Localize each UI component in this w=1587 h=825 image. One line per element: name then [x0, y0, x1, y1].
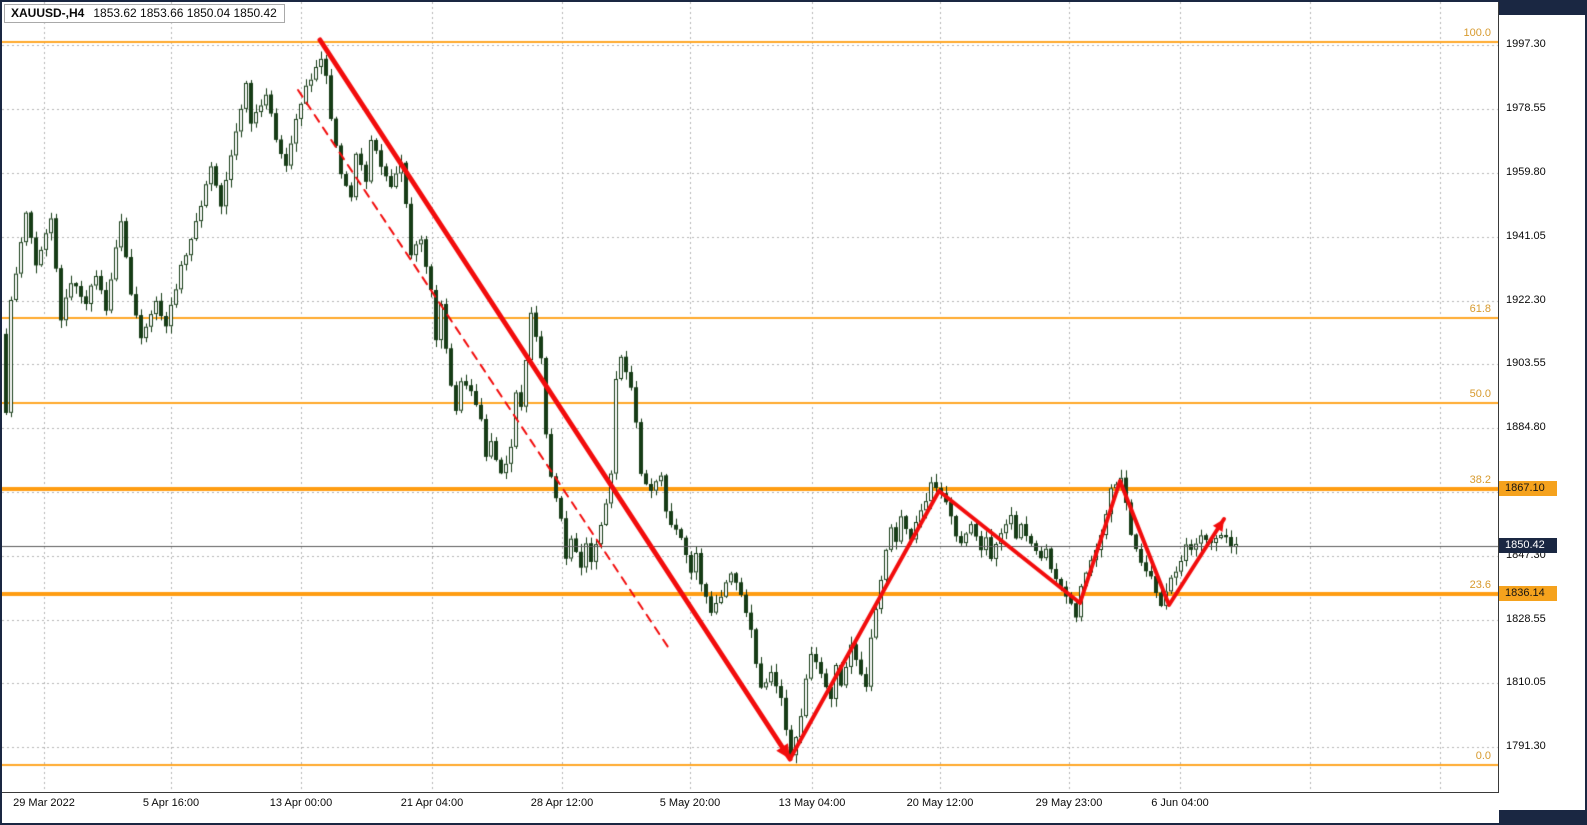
axis-bottom-corner — [1499, 810, 1585, 823]
fib-level-label: 50.0 — [1469, 388, 1491, 401]
time-axis-tick-label: 5 Apr 16:00 — [142, 797, 200, 809]
time-axis-tick-label: 21 Apr 04:00 — [400, 797, 464, 809]
fib-level-label: 0.0 — [1475, 749, 1491, 762]
time-axis-tick-label: 20 May 12:00 — [906, 797, 974, 809]
symbol-timeframe-label: XAUUSD-,H4 — [11, 6, 85, 20]
chart-title: XAUUSD-,H4 1853.62 1853.66 1850.04 1850.4… — [4, 4, 285, 23]
time-axis[interactable]: 29 Mar 2022 5 Apr 16:00 13 Apr 00:00 21 Apr… — [2, 793, 1499, 823]
price-axis-tick-label: 1903.55 — [1506, 357, 1546, 370]
price-axis-tick-label: 1978.55 — [1506, 101, 1546, 114]
fib-level-label: 61.8 — [1469, 303, 1491, 316]
price-axis-tick-label: 1828.55 — [1506, 613, 1546, 626]
axis-top-corner — [1499, 2, 1585, 15]
time-axis-tick-label: 13 Apr 00:00 — [269, 797, 333, 809]
time-axis-tick-label: 13 May 04:00 — [778, 797, 846, 809]
current-price-badge: 1850.42 — [1499, 537, 1557, 553]
price-axis-tick-label: 1791.30 — [1506, 740, 1546, 752]
fib-level-label: 23.6 — [1469, 579, 1491, 592]
time-axis-tick-label: 28 Apr 12:00 — [530, 797, 594, 809]
time-axis-tick-label: 6 Jun 04:00 — [1151, 797, 1209, 809]
price-axis-tick-label: 1997.30 — [1506, 38, 1546, 50]
price-axis-tick-label: 1884.80 — [1506, 421, 1546, 434]
fib-236-price-badge: 1836.14 — [1499, 586, 1557, 602]
fib-level-label: 38.2 — [1469, 473, 1491, 486]
time-axis-tick-label: 29 Mar 2022 — [13, 797, 75, 809]
ohlc-values: 1853.62 1853.66 1850.04 1850.42 — [93, 6, 277, 20]
chart-plot-area[interactable]: XAUUSD-,H4 1853.62 1853.66 1850.04 1850.4… — [2, 2, 1499, 793]
fib-382-price-badge: 1867.10 — [1499, 480, 1557, 496]
chart-canvas[interactable] — [2, 2, 1498, 792]
time-axis-tick-label: 5 May 20:00 — [659, 797, 721, 809]
time-axis-tick-label: 29 May 23:00 — [1035, 797, 1103, 809]
fib-level-label: 100.0 — [1463, 27, 1491, 40]
price-axis[interactable]: 1997.30 1978.55 1959.80 1941.05 1922.30 1903.… — [1499, 2, 1585, 823]
price-axis-tick-label: 1810.05 — [1506, 676, 1546, 689]
price-axis-tick-label: 1941.05 — [1506, 229, 1546, 242]
price-axis-tick-label: 1922.30 — [1506, 293, 1546, 306]
price-axis-tick-label: 1959.80 — [1506, 165, 1546, 178]
